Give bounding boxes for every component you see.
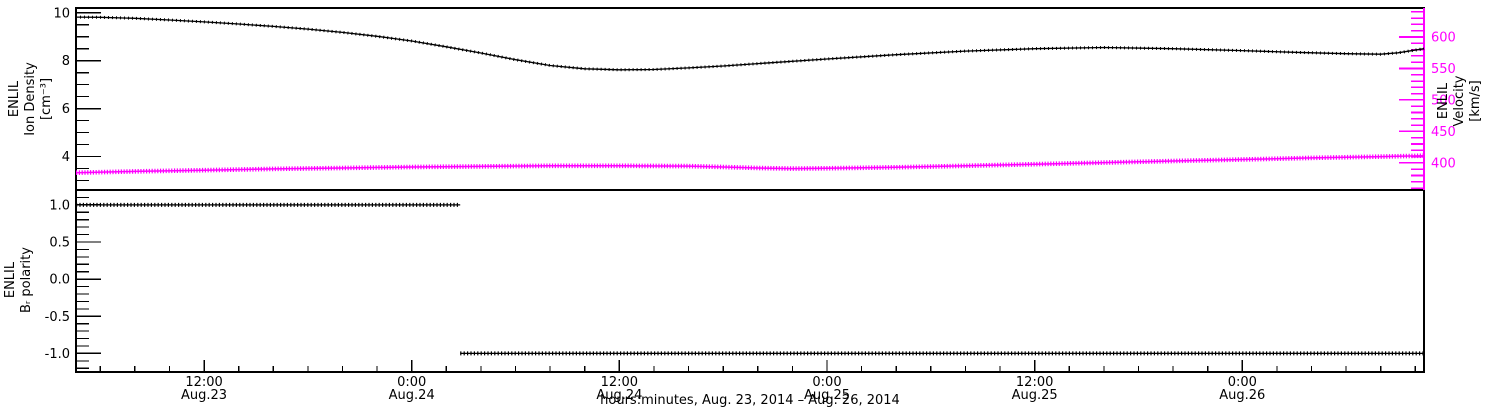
polarity-axis-title-line1: ENLIL <box>3 261 18 299</box>
x-tick-time-label: 12:00 <box>185 375 222 390</box>
x-tick-time-label: 12:00 <box>1016 375 1053 390</box>
velocity-axis-title: ENLIL Velocity [km/s] <box>1436 31 1486 171</box>
density_velocity_panel-right-tick-label: 450 <box>1431 125 1456 140</box>
x-tick-date-label: Aug.23 <box>181 388 227 403</box>
polarity_panel-left-tick-label: 0.0 <box>49 273 70 288</box>
density-axis-title-units: [cm⁻³] <box>39 77 54 121</box>
ion_density-markers <box>75 15 1425 72</box>
x-tick-date-label: Aug.24 <box>389 388 435 403</box>
x-tick-date-label: Aug.25 <box>1012 388 1058 403</box>
x-axis-title: hours:minutes, Aug. 23, 2014 – Aug. 26, … <box>600 393 900 408</box>
density-axis-title: ENLIL Ion Density [cm⁻³] <box>7 29 57 169</box>
x-tick-time-label: 0:00 <box>397 375 426 390</box>
x-tick-time-label: 0:00 <box>812 375 841 390</box>
velocity-axis-title-line2: Velocity <box>1452 75 1467 127</box>
velocity-markers <box>75 153 1425 175</box>
density_velocity_panel-left-tick-label: 4 <box>62 150 70 165</box>
x-tick-date-label: Aug.24 <box>596 388 642 403</box>
density_velocity_panel-right-tick-label: 550 <box>1431 62 1456 77</box>
polarity-axis-title-line2: Bᵣ polarity <box>19 247 34 313</box>
polarity_panel-border <box>75 189 1425 373</box>
density-axis-title-line1: ENLIL <box>7 80 22 118</box>
x-tick-time-label: 0:00 <box>1228 375 1257 390</box>
x-tick-time-label: 12:00 <box>601 375 638 390</box>
density_velocity_panel-right-tick-label: 500 <box>1431 93 1456 108</box>
density_velocity_panel-left-tick-label: 8 <box>62 54 70 69</box>
density_velocity_panel-left-tick-label: 6 <box>62 102 70 117</box>
x-tick-date-label: Aug.26 <box>1219 388 1265 403</box>
polarity-axis-title: ENLIL Bᵣ polarity <box>3 200 37 360</box>
density_velocity_panel-left-tick-label: 10 <box>53 6 70 21</box>
x-tick-date-label: Aug.25 <box>804 388 850 403</box>
velocity-axis-title-units: [km/s] <box>1468 80 1483 122</box>
density_velocity_panel-border <box>75 7 1425 191</box>
polarity_panel-left-tick-label: -0.5 <box>45 310 70 325</box>
ion_density-line <box>75 16 1425 71</box>
polarity_panel-left-tick-label: 0.5 <box>49 236 70 251</box>
polarity_panel-left-tick-label: 1.0 <box>49 198 70 213</box>
velocity-axis-title-line1: ENLIL <box>1436 82 1451 120</box>
density_velocity_panel-right-tick-label: 400 <box>1431 156 1456 171</box>
polarity_panel-left-tick-label: -1.0 <box>45 347 70 362</box>
density-axis-title-line2: Ion Density <box>23 62 38 136</box>
density_velocity_panel-right-tick-label: 600 <box>1431 30 1456 45</box>
